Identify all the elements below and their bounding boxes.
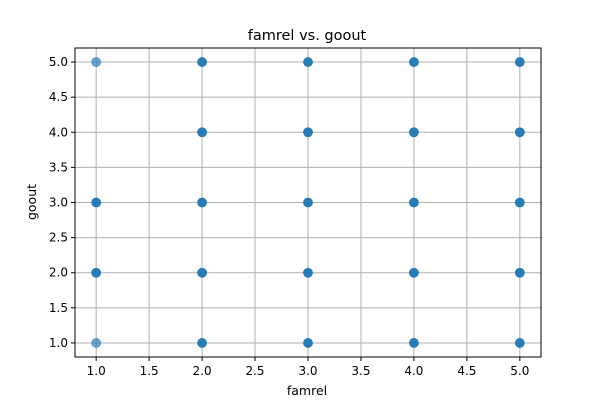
data-point [91, 57, 102, 67]
data-point [197, 267, 207, 278]
y-tick-label: 1.5 [49, 301, 68, 315]
data-point [303, 267, 313, 278]
x-tick-label: 2.0 [193, 364, 212, 378]
data-point [91, 338, 102, 348]
data-point [514, 338, 525, 348]
y-tick-label: 4.0 [49, 125, 68, 139]
data-point [303, 338, 313, 348]
y-tick-label: 1.0 [49, 336, 68, 350]
data-point [197, 338, 207, 348]
y-tick-label: 4.5 [49, 90, 68, 104]
data-point [91, 267, 102, 278]
data-point [514, 127, 525, 138]
x-axis-ticks: 1.0 1.5 2.0 2.5 3.0 3.5 4.0 4.5 5.0 [87, 357, 529, 378]
data-point [197, 197, 207, 208]
data-point [303, 57, 313, 67]
x-tick-label: 1.5 [140, 364, 159, 378]
x-tick-label: 1.0 [87, 364, 106, 378]
data-point [91, 197, 102, 208]
data-point [409, 267, 419, 278]
data-point [197, 57, 207, 67]
x-tick-label: 3.0 [298, 364, 317, 378]
chart-title: famrel vs. goout [248, 28, 367, 44]
x-tick-label: 3.5 [351, 364, 370, 378]
y-tick-label: 3.0 [49, 196, 68, 210]
y-tick-label: 2.5 [49, 231, 68, 245]
data-point [514, 57, 525, 67]
y-tick-label: 2.0 [49, 266, 68, 280]
data-point [303, 197, 313, 208]
y-tick-label: 3.5 [49, 160, 68, 174]
x-tick-label: 4.0 [404, 364, 423, 378]
data-point [409, 57, 419, 67]
data-point [197, 127, 207, 138]
x-tick-label: 5.0 [510, 364, 529, 378]
data-point [409, 197, 419, 208]
y-tick-label: 5.0 [49, 55, 68, 69]
y-axis-ticks: 1.0 1.5 2.0 2.5 3.0 3.5 4.0 4.5 5.0 [49, 55, 75, 350]
data-point [409, 127, 419, 138]
x-axis-label: famrel [287, 383, 327, 398]
x-tick-label: 4.5 [457, 364, 476, 378]
data-point [514, 197, 525, 208]
y-axis-label: goout [24, 184, 39, 220]
data-point [303, 127, 313, 138]
data-point [514, 267, 525, 278]
x-tick-label: 2.5 [245, 364, 264, 378]
data-point [409, 338, 419, 348]
points-layer [91, 57, 525, 348]
